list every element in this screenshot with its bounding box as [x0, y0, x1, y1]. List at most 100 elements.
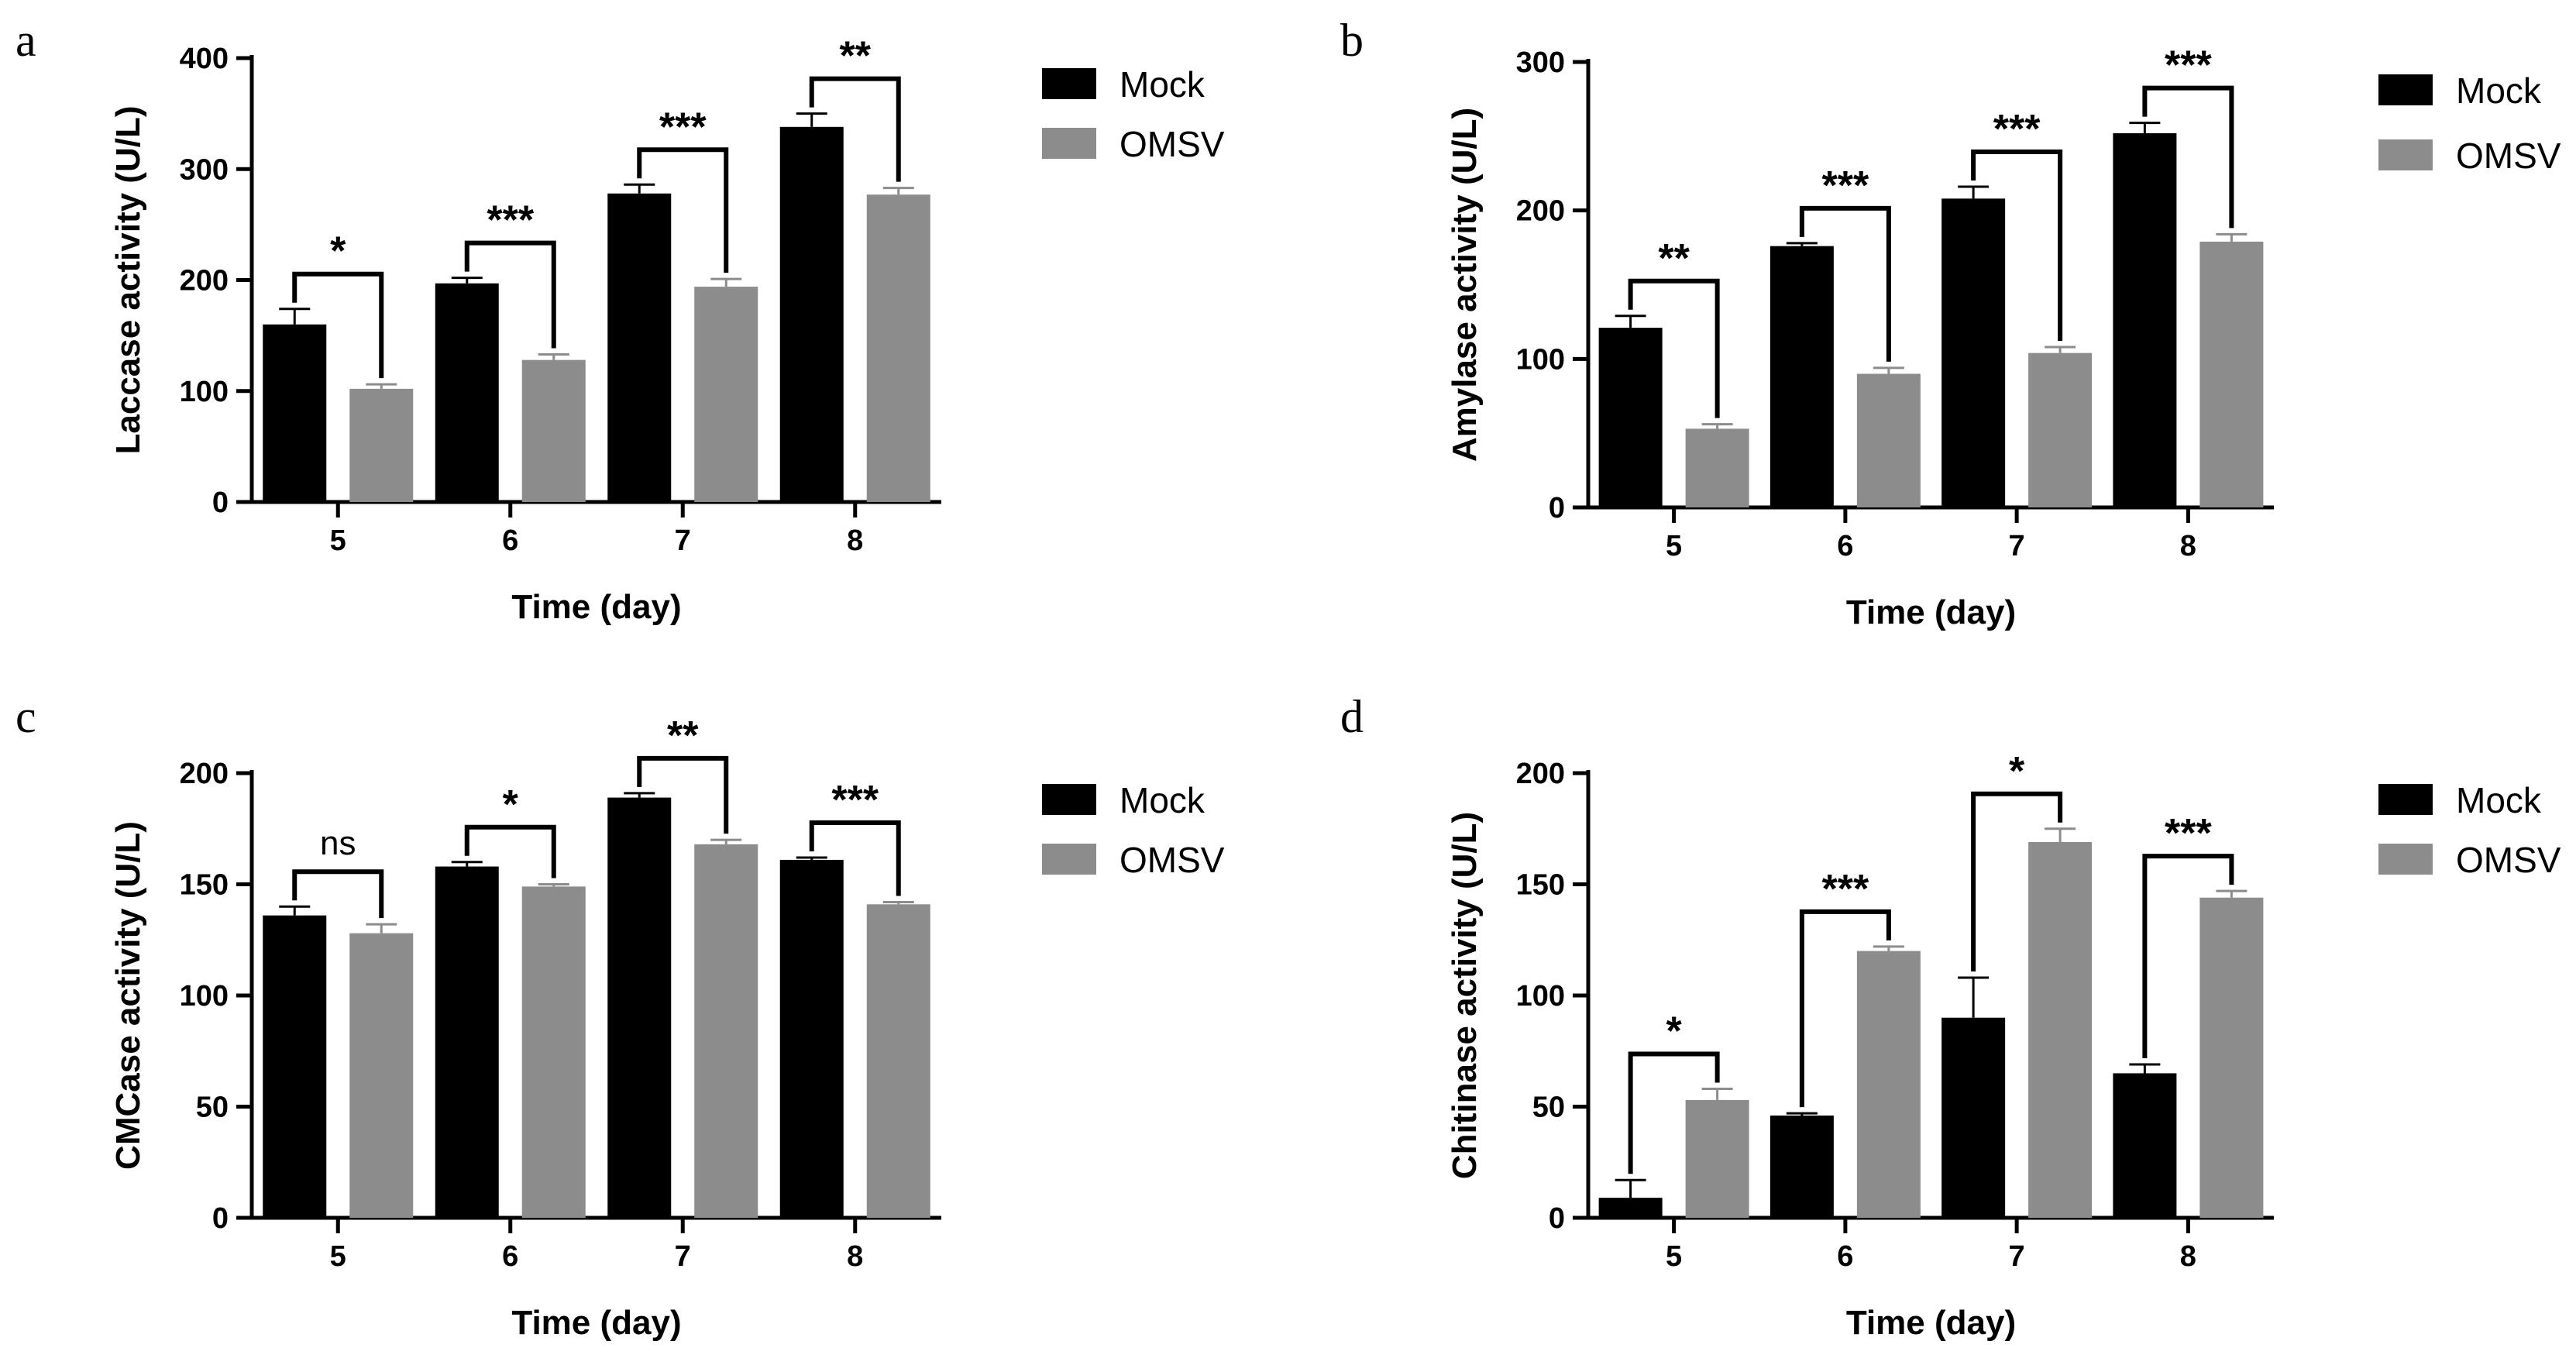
significance-label: **: [667, 713, 699, 758]
bar-mock-day-8: [2113, 1073, 2177, 1218]
legend-label-omsv: OMSV: [2456, 840, 2561, 880]
y-tick-label: 200: [1516, 195, 1565, 228]
y-tick-label: 200: [180, 758, 229, 790]
x-tick-label: 8: [847, 1240, 863, 1273]
bar-omsv-day-5: [1685, 1099, 1749, 1218]
x-tick-label: 6: [502, 524, 518, 557]
significance-bracket: [809, 820, 901, 896]
legend: Mock OMSV: [2378, 70, 2561, 176]
bar-omsv-day-7: [694, 844, 758, 1218]
bar-omsv-day-5: [1685, 428, 1749, 507]
legend-swatch-omsv: [2378, 139, 2433, 170]
x-tick-label: 8: [2180, 1240, 2196, 1273]
bar-omsv-day-8: [2199, 897, 2264, 1218]
significance-bracket: [1971, 150, 2063, 341]
panel-letter: d: [1340, 691, 1364, 742]
legend-swatch-mock: [2378, 784, 2433, 815]
x-tick-label: 7: [675, 524, 691, 557]
x-tick-label: 7: [2009, 1240, 2025, 1273]
x-tick-label: 7: [2009, 530, 2025, 562]
legend-label-omsv: OMSV: [2456, 136, 2561, 176]
y-tick-label: 0: [1549, 1202, 1565, 1235]
legend-label-mock: Mock: [2456, 780, 2542, 820]
y-tick-label: 100: [1516, 343, 1565, 376]
bar-mock-day-8: [2113, 133, 2177, 507]
significance-bracket: [1628, 1051, 1720, 1174]
bar-mock-day-7: [1941, 1017, 2006, 1218]
significance-bracket: [637, 147, 729, 273]
x-axis-title: Time (day): [511, 1304, 681, 1342]
x-tick-label: 7: [675, 1240, 691, 1273]
x-tick-label: 5: [330, 1240, 346, 1273]
significance-bracket: [292, 271, 384, 379]
y-tick-label: 150: [1516, 869, 1565, 902]
x-tick-label: 5: [1666, 530, 1682, 562]
significance-label: ***: [1822, 867, 1869, 912]
x-tick-label: 6: [502, 1240, 518, 1273]
x-tick-label: 6: [1837, 1240, 1853, 1273]
y-tick-label: 0: [212, 487, 229, 519]
significance-label: *: [503, 782, 519, 827]
legend-swatch-omsv: [1042, 128, 1096, 159]
significance-bracket: [2142, 854, 2234, 1058]
bar-mock-day-5: [263, 324, 327, 502]
y-axis-title: Chitinase activity (U/L): [1446, 812, 1484, 1179]
significance-bracket: [1799, 909, 1891, 1108]
bar-mock-day-6: [435, 283, 499, 502]
significance-label: ***: [659, 105, 707, 150]
legend-label-mock: Mock: [2456, 70, 2542, 111]
significance-label: ns: [320, 824, 356, 862]
x-tick-label: 8: [2180, 530, 2196, 562]
bar-omsv-day-6: [521, 886, 586, 1218]
bar-omsv-day-5: [349, 388, 414, 502]
legend-swatch-omsv: [1042, 844, 1096, 875]
legend-label-mock: Mock: [1119, 64, 1205, 105]
y-tick-label: 0: [212, 1202, 229, 1235]
y-axis-title: Laccase activity (U/L): [109, 106, 147, 455]
panel-letter: a: [15, 15, 36, 66]
bar-mock-day-6: [1769, 246, 1834, 507]
legend: Mock OMSV: [1042, 780, 1225, 880]
bar-mock-day-5: [1598, 328, 1663, 507]
bar-omsv-day-8: [866, 194, 930, 502]
bar-mock-day-8: [779, 859, 844, 1218]
y-tick-label: 0: [1549, 492, 1565, 524]
x-tick-label: 5: [330, 524, 346, 557]
significance-label: ***: [1822, 163, 1869, 208]
significance-label: ***: [831, 778, 879, 823]
bar-omsv-day-8: [2199, 241, 2264, 507]
significance-label: **: [840, 34, 872, 79]
x-tick-label: 6: [1837, 530, 1853, 562]
y-tick-label: 200: [180, 265, 229, 297]
chart-panel-c: c 0 50 100 150 200 CMCase activity (U/L) 5 ns 6 * 7…: [15, 691, 1225, 1342]
bar-mock-day-8: [779, 126, 844, 502]
bar-mock-day-7: [1941, 198, 2006, 507]
bar-mock-day-7: [607, 193, 672, 502]
legend-swatch-mock: [2378, 74, 2433, 105]
legend-label-mock: Mock: [1119, 780, 1205, 820]
significance-bracket: [1799, 205, 1891, 362]
x-tick-label: 5: [1666, 1240, 1682, 1273]
significance-bracket: [292, 869, 384, 919]
significance-label: **: [1658, 236, 1690, 281]
x-axis-title: Time (day): [1846, 593, 2016, 631]
significance-label: ***: [1993, 107, 2041, 152]
legend-swatch-omsv: [2378, 844, 2433, 875]
significance-label: ***: [2165, 811, 2212, 856]
chart-panel-d: d 0 50 100 150 200 Chitinase activity (U/L) 5 * 6…: [1340, 691, 2561, 1342]
y-tick-label: 100: [1516, 980, 1565, 1013]
significance-bracket: [1971, 791, 2063, 972]
bar-mock-day-7: [607, 797, 672, 1218]
significance-bracket: [637, 755, 729, 834]
bar-mock-day-5: [263, 915, 327, 1218]
significance-label: *: [330, 229, 346, 274]
significance-bracket: [1628, 278, 1720, 418]
y-tick-label: 300: [1516, 46, 1565, 79]
bar-mock-day-6: [1769, 1115, 1834, 1218]
panel-letter: b: [1340, 15, 1364, 66]
y-tick-label: 100: [180, 980, 229, 1013]
significance-label: *: [1666, 1009, 1683, 1054]
bar-omsv-day-8: [866, 904, 930, 1218]
x-axis-title: Time (day): [1846, 1304, 2016, 1342]
